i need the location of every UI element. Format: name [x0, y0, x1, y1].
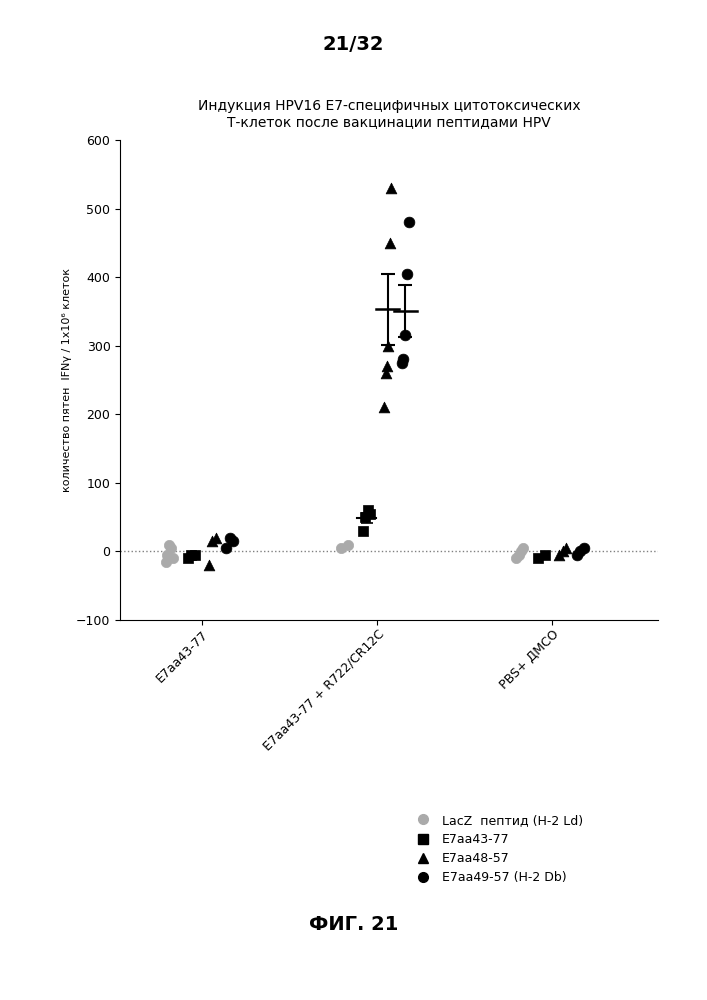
Text: ФИГ. 21: ФИГ. 21: [309, 916, 398, 934]
Point: [399, 327, 411, 343]
Point: [557, 543, 568, 559]
Point: [210, 530, 221, 546]
Title: Индукция HPV16 E7-специфичных цитотоксических
Т-клеток после вакцинации пептидам: Индукция HPV16 E7-специфичных цитотоксич…: [197, 99, 580, 129]
Point: [162, 547, 173, 563]
Point: [204, 557, 215, 573]
Point: [362, 502, 373, 518]
Text: 21/32: 21/32: [323, 35, 384, 54]
Point: [163, 537, 175, 553]
Point: [335, 540, 346, 556]
Point: [342, 537, 354, 553]
Point: [358, 523, 369, 539]
Point: [167, 550, 178, 566]
Point: [182, 550, 194, 566]
Point: [578, 540, 590, 556]
Point: [396, 355, 407, 371]
Point: [532, 550, 544, 566]
Point: [571, 547, 583, 563]
Point: [382, 338, 394, 354]
Point: [513, 547, 524, 563]
Point: [160, 554, 171, 570]
Point: [165, 540, 177, 556]
Point: [186, 547, 197, 563]
Point: [384, 235, 395, 251]
Y-axis label: количество пятен  IFNγ / 1x10⁶ клеток: количество пятен IFNγ / 1x10⁶ клеток: [62, 268, 72, 492]
Point: [381, 358, 392, 374]
Point: [221, 540, 232, 556]
Point: [378, 399, 390, 415]
Point: [403, 214, 414, 230]
Point: [365, 506, 376, 522]
Point: [224, 530, 235, 546]
Point: [189, 547, 201, 563]
Point: [385, 180, 397, 196]
Point: [510, 550, 522, 566]
Legend: LacZ  пептид (H-2 Ld), E7aa43-77, E7aa48-57, E7aa49-57 (H-2 Db): LacZ пептид (H-2 Ld), E7aa43-77, E7aa48-…: [406, 809, 588, 889]
Point: [398, 351, 409, 367]
Point: [518, 540, 529, 556]
Point: [554, 547, 565, 563]
Point: [207, 533, 218, 549]
Point: [380, 365, 391, 381]
Point: [515, 543, 527, 559]
Point: [539, 547, 551, 563]
Point: [228, 533, 239, 549]
Point: [360, 509, 371, 525]
Point: [561, 540, 572, 556]
Point: [575, 543, 586, 559]
Point: [402, 266, 413, 282]
